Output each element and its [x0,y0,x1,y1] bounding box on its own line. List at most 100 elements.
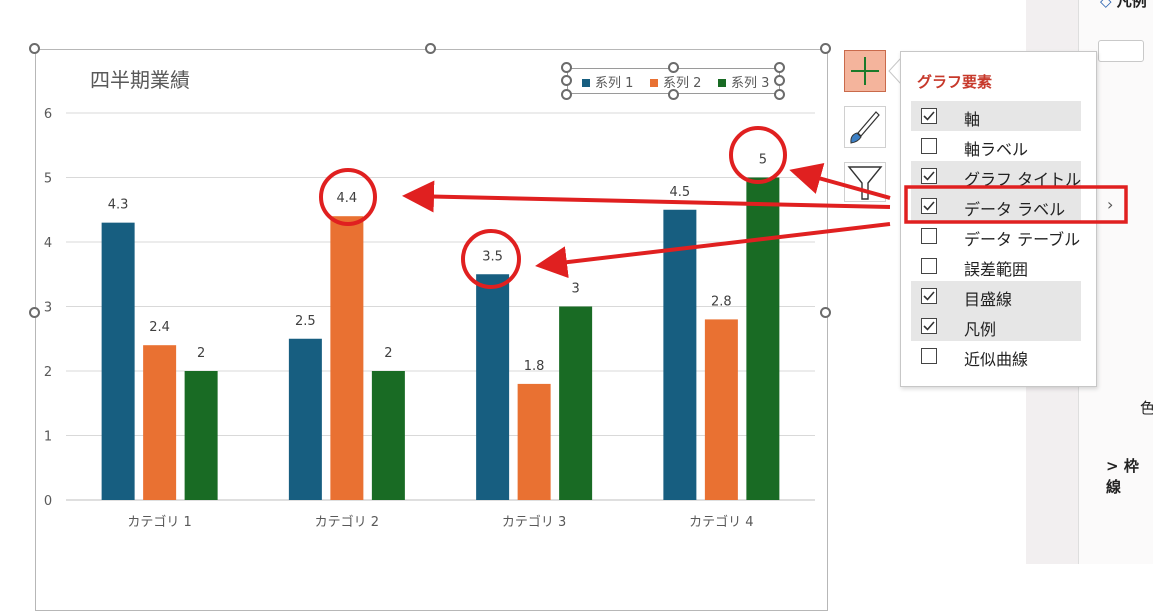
y-tick-label: 3 [44,301,52,316]
checkbox-icon[interactable] [921,348,937,364]
bar [288,338,322,500]
legend-resize-handle[interactable] [774,75,785,86]
menu-item[interactable]: 目盛線 [911,281,1081,311]
checkbox-icon[interactable] [921,228,937,244]
chart-plot: 0 1 2 3 4 5 6 4.3 2.4 2 カテゴリ 1 2.5 4.4 2 カテゴリ 2 3.5 1.8 3… [44,107,815,530]
resize-handle[interactable] [820,307,831,318]
panel-option-button[interactable] [1098,40,1144,62]
bar [559,306,593,500]
callout-arrow [402,180,891,213]
checkbox-checked-icon[interactable] [921,318,937,334]
chart-title[interactable]: 四半期業績 [90,68,190,92]
popup-title: グラフ要素 [917,73,993,91]
callout-arrow [789,163,891,200]
menu-item[interactable]: データ テーブル [911,221,1081,251]
chart-styles-button[interactable] [844,106,886,148]
highlight-circle [729,126,787,184]
y-tick-label: 1 [44,430,52,445]
menu-item-label: 凡例 [964,320,997,339]
menu-item-label: 近似曲線 [964,350,1029,369]
menu-item[interactable]: 軸ラベル [911,131,1081,161]
legend-swatch [650,79,658,87]
legend-resize-handle[interactable] [668,89,679,100]
data-label: 4.3 [108,198,129,213]
bar [517,383,551,500]
x-tick-label: カテゴリ 4 [689,514,753,530]
legend-resize-handle[interactable] [774,89,785,100]
bar [746,177,780,500]
diamond-icon: ◇ [1100,0,1112,10]
bar [101,222,135,500]
data-label: 2.8 [711,294,732,309]
data-label: 2.4 [149,320,170,335]
menu-item[interactable]: データ ラベル › [911,191,1113,221]
data-label: 1.8 [524,359,545,374]
legend-resize-handle[interactable] [774,62,785,73]
chevron-right-icon[interactable]: › [1107,195,1114,214]
highlight-box [904,185,1128,224]
checkbox-checked-icon[interactable] [921,168,937,184]
menu-item-label: データ テーブル [964,230,1081,249]
x-tick-label: カテゴリ 3 [502,514,566,530]
legend-resize-handle[interactable] [561,75,572,86]
menu-item-label: 軸 [964,110,981,129]
checkbox-checked-icon[interactable] [921,108,937,124]
legend-resize-handle[interactable] [561,62,572,73]
legend-resize-handle[interactable] [561,89,572,100]
legend-item-series-3[interactable]: 系列 3 [718,72,769,91]
checkbox-checked-icon[interactable] [921,198,937,214]
highlight-circle [319,168,377,226]
resize-handle[interactable] [820,43,831,54]
highlight-circle [461,229,521,289]
resize-handle[interactable] [29,43,40,54]
bar [184,371,218,500]
legend-swatch [718,79,726,87]
y-tick-label: 6 [44,107,52,122]
y-tick-label: 2 [44,365,52,380]
checkbox-icon[interactable] [921,258,937,274]
annotation-overlay [319,126,1128,289]
menu-item-label: 誤差範囲 [964,260,1029,279]
data-label: 2.5 [295,314,316,329]
data-label: 5 [759,153,767,168]
chart-elements-button[interactable] [844,50,886,92]
popup-pointer [888,57,902,85]
bar [476,274,510,500]
data-label: 3 [571,282,579,297]
plus-icon [851,57,879,85]
checkbox-checked-icon[interactable] [921,288,937,304]
menu-item[interactable]: 誤差範囲 [911,251,1081,281]
bar [371,371,405,500]
bar [143,345,177,500]
resize-handle[interactable] [425,43,436,54]
menu-item-label: データ ラベル [964,200,1066,219]
menu-item[interactable]: 近似曲線 [911,341,1081,371]
menu-item-label: 目盛線 [964,290,1013,309]
chart-elements-popup: グラフ要素 軸軸ラベルグラフ タイトル データ ラベル › データ テーブル 誤差範囲目… [900,51,1113,387]
x-tick-label: カテゴリ 1 [127,514,191,530]
checkbox-icon[interactable] [921,138,937,154]
data-label: 4.5 [670,185,691,200]
filter-icon [847,166,883,200]
callout-arrow [535,222,891,279]
resize-handle[interactable] [29,307,40,318]
y-tick-label: 5 [44,172,52,187]
legend-resize-handle[interactable] [668,62,679,73]
data-label: 2 [197,346,205,361]
data-label: 4.4 [337,191,358,206]
data-label: 3.5 [482,249,503,264]
menu-item[interactable]: 軸 [911,101,1081,131]
panel-border-section[interactable]: > 枠線 [1106,457,1139,496]
bar [330,216,364,500]
data-label: 2 [384,346,392,361]
legend-swatch [582,79,590,87]
menu-item[interactable]: 凡例 [911,311,1081,341]
bar [704,319,738,500]
x-tick-label: カテゴリ 2 [315,514,379,530]
legend-item-series-1[interactable]: 系列 1 [582,72,633,91]
y-tick-label: 4 [44,236,52,251]
panel-legend-heading[interactable]: ◇ 凡例 [1100,0,1147,11]
menu-item-label: グラフ タイトル [964,170,1082,189]
panel-color-label: 色 [1140,399,1153,417]
legend-item-series-2[interactable]: 系列 2 [650,72,701,91]
